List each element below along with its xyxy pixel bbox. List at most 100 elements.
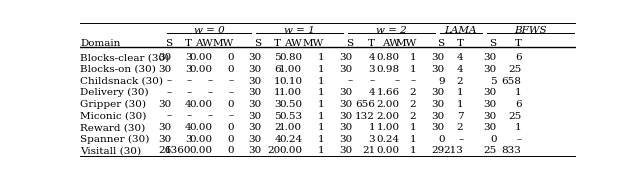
Text: 0: 0: [490, 135, 497, 144]
Text: –: –: [458, 135, 463, 144]
Text: 30: 30: [483, 123, 497, 132]
Text: 4: 4: [275, 135, 281, 144]
Text: w = 0: w = 0: [193, 26, 225, 35]
Text: MW: MW: [395, 39, 416, 48]
Text: 0.80: 0.80: [279, 53, 302, 62]
Text: T: T: [456, 39, 463, 48]
Text: 213: 213: [444, 147, 463, 155]
Text: 1360: 1360: [165, 147, 191, 155]
Text: MW: MW: [303, 39, 324, 48]
Text: 20: 20: [268, 147, 281, 155]
Text: 30: 30: [248, 53, 261, 62]
Text: 0.24: 0.24: [279, 135, 302, 144]
Text: 2.00: 2.00: [377, 112, 400, 120]
Text: 0.00: 0.00: [377, 147, 400, 155]
Text: 7: 7: [457, 112, 463, 120]
Text: 1.66: 1.66: [377, 88, 400, 97]
Text: 0.50: 0.50: [279, 100, 302, 109]
Text: T: T: [515, 39, 522, 48]
Text: 656: 656: [355, 100, 375, 109]
Text: 30: 30: [431, 65, 445, 74]
Text: 1: 1: [515, 88, 522, 97]
Text: S: S: [254, 39, 261, 48]
Text: 30: 30: [159, 53, 172, 62]
Text: 2: 2: [410, 88, 416, 97]
Text: 25: 25: [508, 112, 522, 120]
Text: S: S: [490, 39, 497, 48]
Text: 25: 25: [483, 147, 497, 155]
Text: –: –: [166, 112, 172, 120]
Text: –: –: [370, 77, 375, 86]
Text: 30: 30: [248, 65, 261, 74]
Text: 1: 1: [317, 112, 324, 120]
Text: 30: 30: [340, 135, 353, 144]
Text: 4: 4: [457, 65, 463, 74]
Text: 4: 4: [185, 123, 191, 132]
Text: Spanner (30): Spanner (30): [80, 135, 149, 144]
Text: 1: 1: [317, 53, 324, 62]
Text: –: –: [186, 88, 191, 97]
Text: –: –: [228, 77, 234, 86]
Text: T: T: [368, 39, 375, 48]
Text: 2: 2: [410, 112, 416, 120]
Text: –: –: [166, 77, 172, 86]
Text: 1: 1: [317, 100, 324, 109]
Text: 0.00: 0.00: [190, 100, 213, 109]
Text: 5: 5: [490, 77, 497, 86]
Text: 29: 29: [431, 147, 445, 155]
Text: 30: 30: [483, 88, 497, 97]
Text: 1: 1: [410, 65, 416, 74]
Text: 0.80: 0.80: [377, 53, 400, 62]
Text: 3: 3: [185, 65, 191, 74]
Text: Delivery (30): Delivery (30): [80, 88, 148, 97]
Text: 6: 6: [515, 53, 522, 62]
Text: 30: 30: [340, 147, 353, 155]
Text: 833: 833: [502, 147, 522, 155]
Text: –: –: [207, 112, 213, 120]
Text: 9: 9: [438, 77, 445, 86]
Text: 4: 4: [457, 53, 463, 62]
Text: Reward (30): Reward (30): [80, 123, 145, 132]
Text: 30: 30: [340, 65, 353, 74]
Text: 30: 30: [248, 88, 261, 97]
Text: 2: 2: [457, 123, 463, 132]
Text: 1: 1: [275, 77, 281, 86]
Text: 0.24: 0.24: [377, 135, 400, 144]
Text: 1.00: 1.00: [377, 123, 400, 132]
Text: 2: 2: [410, 100, 416, 109]
Text: 30: 30: [248, 100, 261, 109]
Text: 4: 4: [185, 100, 191, 109]
Text: 30: 30: [340, 123, 353, 132]
Text: 30: 30: [431, 123, 445, 132]
Text: 3: 3: [369, 135, 375, 144]
Text: –: –: [207, 88, 213, 97]
Text: 2.00: 2.00: [377, 100, 400, 109]
Text: 658: 658: [502, 77, 522, 86]
Text: 30: 30: [159, 135, 172, 144]
Text: Miconic (30): Miconic (30): [80, 112, 147, 120]
Text: 30: 30: [159, 123, 172, 132]
Text: 6: 6: [515, 100, 522, 109]
Text: T: T: [274, 39, 281, 48]
Text: –: –: [411, 77, 416, 86]
Text: 1: 1: [410, 53, 416, 62]
Text: 0: 0: [227, 135, 234, 144]
Text: 1: 1: [317, 77, 324, 86]
Text: LAMA: LAMA: [444, 26, 477, 35]
Text: 1.00: 1.00: [279, 88, 302, 97]
Text: –: –: [166, 88, 172, 97]
Text: 30: 30: [248, 147, 261, 155]
Text: –: –: [348, 77, 353, 86]
Text: 1: 1: [369, 123, 375, 132]
Text: 3: 3: [185, 135, 191, 144]
Text: 3: 3: [275, 100, 281, 109]
Text: Domain: Domain: [80, 39, 120, 48]
Text: 0.00: 0.00: [190, 123, 213, 132]
Text: 1: 1: [515, 123, 522, 132]
Text: AW: AW: [195, 39, 213, 48]
Text: 26: 26: [159, 147, 172, 155]
Text: 1: 1: [457, 100, 463, 109]
Text: 1: 1: [317, 147, 324, 155]
Text: –: –: [395, 77, 400, 86]
Text: –: –: [516, 135, 522, 144]
